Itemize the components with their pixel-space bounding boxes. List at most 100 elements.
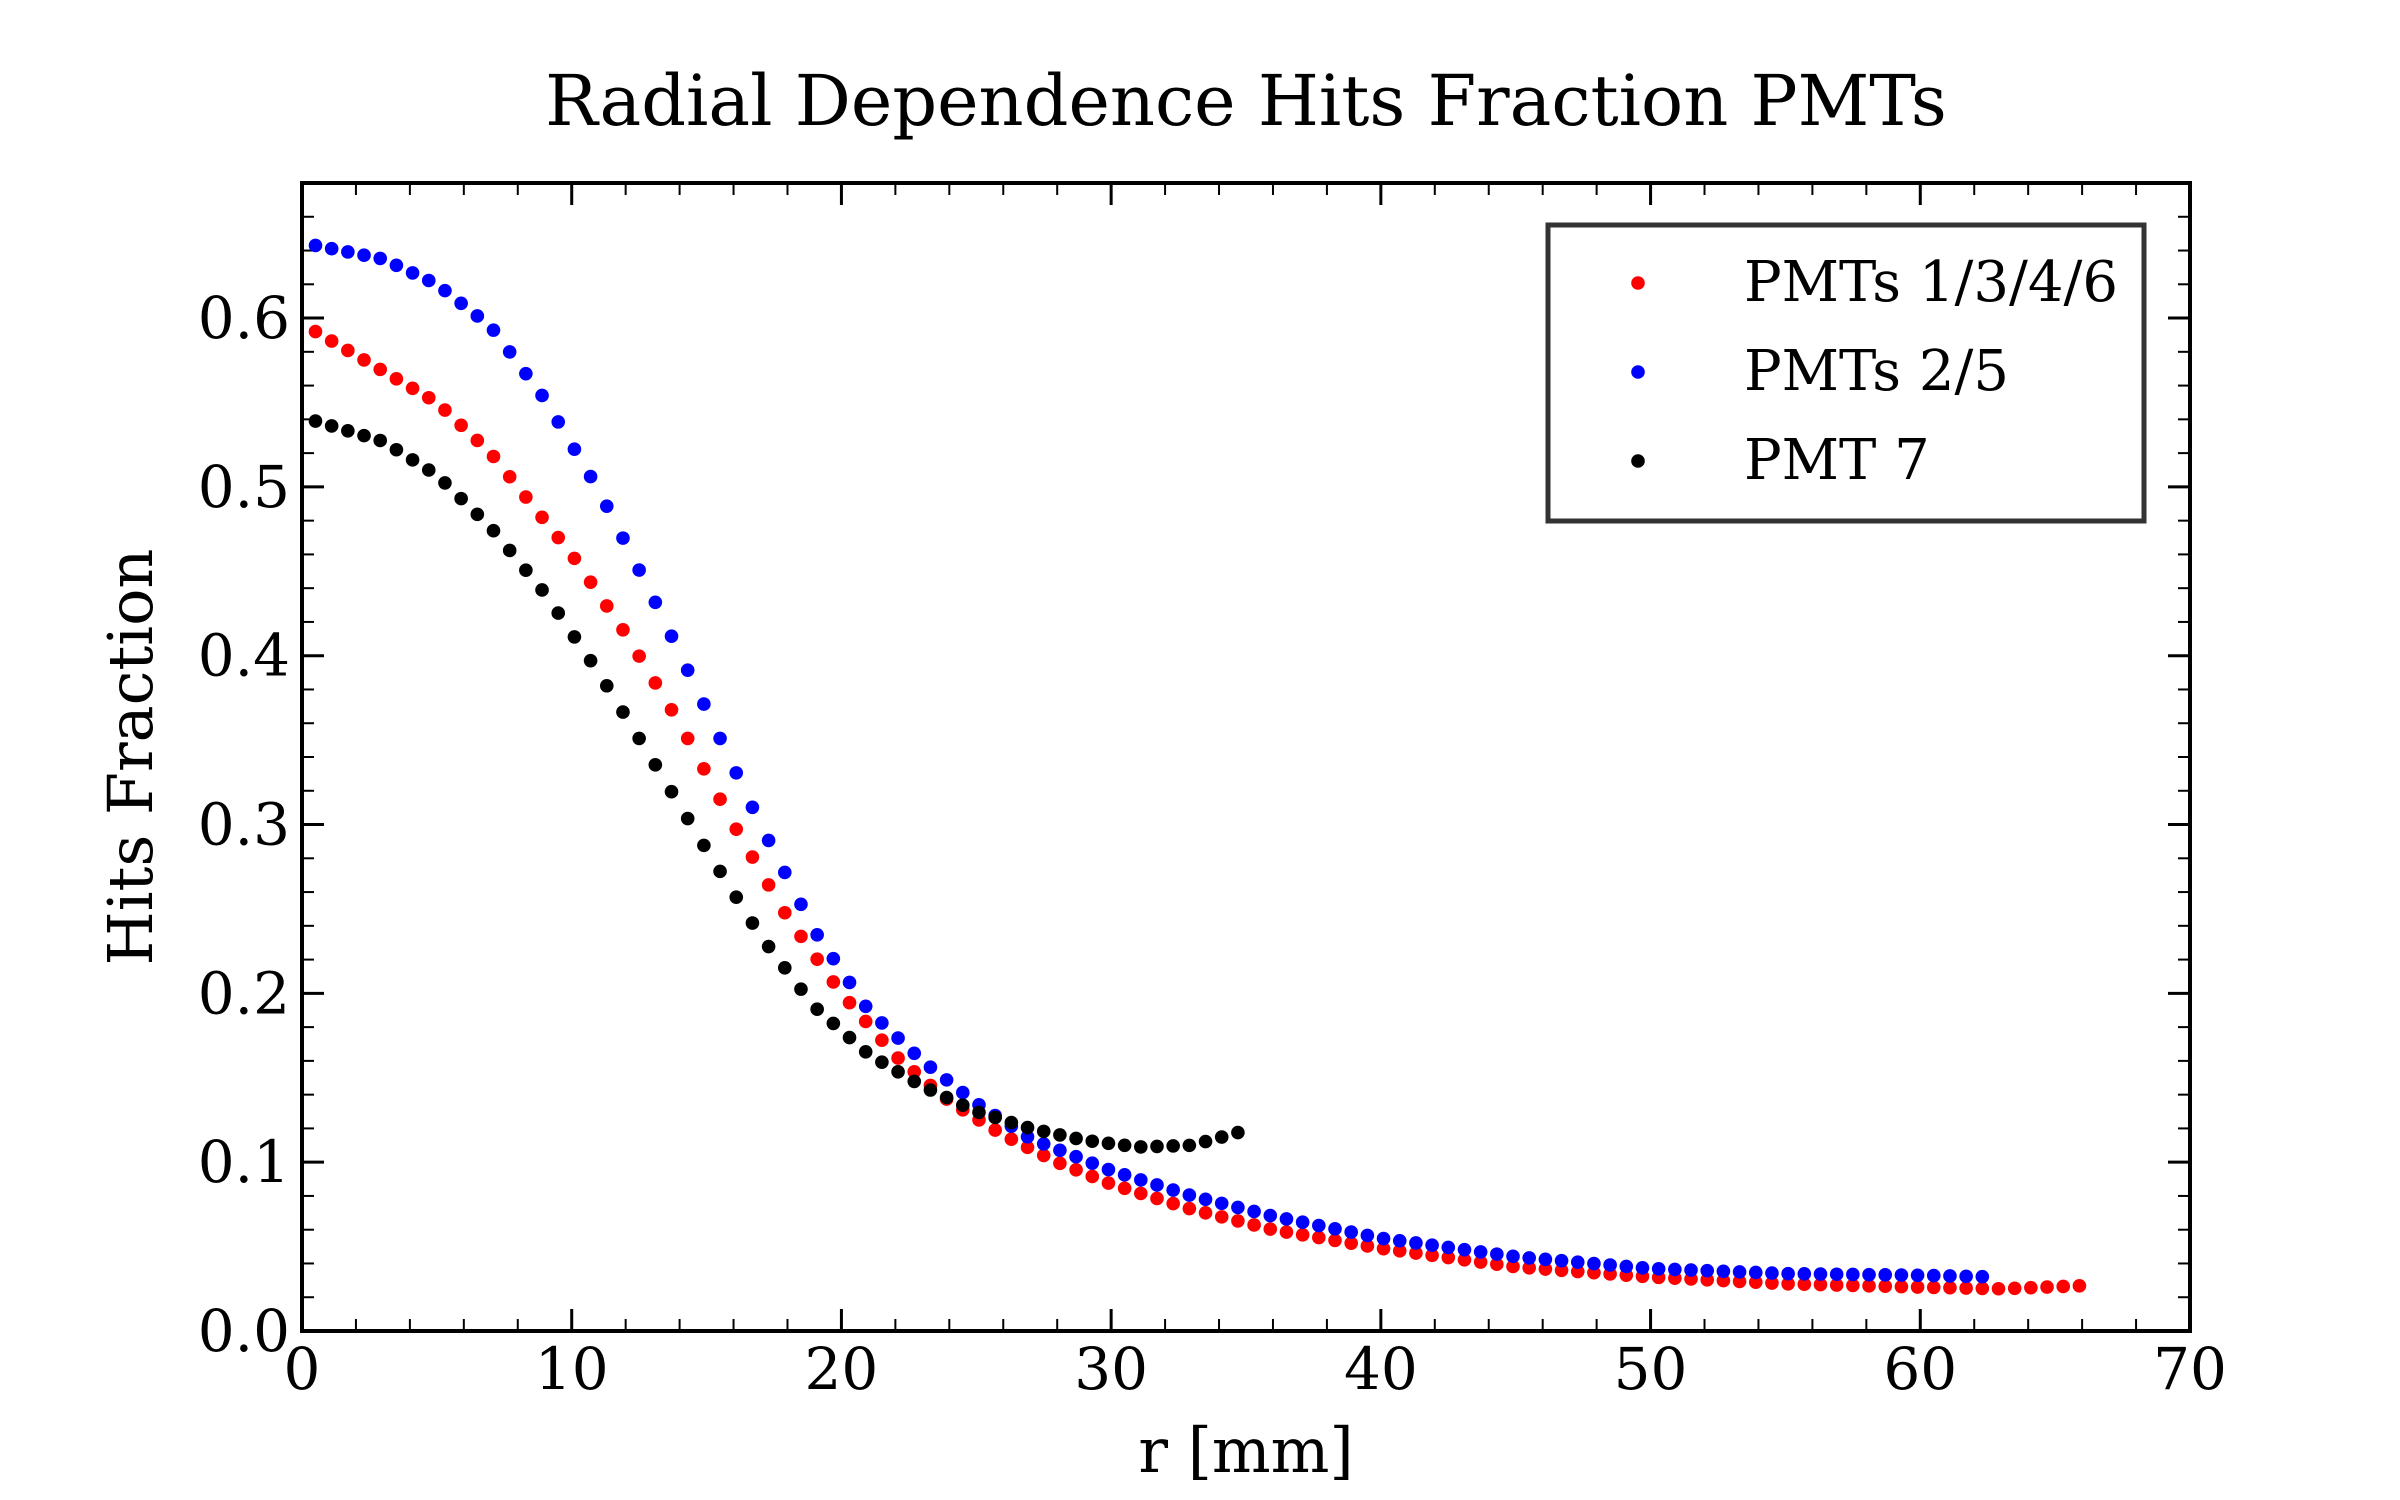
data-point	[454, 418, 468, 433]
data-point	[1846, 1278, 1860, 1293]
data-point	[1134, 1186, 1148, 1201]
data-point	[1182, 1138, 1197, 1153]
data-point	[470, 433, 485, 448]
data-point	[875, 1016, 889, 1030]
data-point	[858, 1044, 873, 1059]
x-tick-label: 0	[284, 1335, 321, 1403]
data-point	[956, 1098, 970, 1112]
data-point	[1700, 1263, 1715, 1278]
data-point	[551, 415, 566, 429]
data-point	[1392, 1244, 1407, 1258]
data-point	[1360, 1228, 1375, 1243]
data-point	[875, 1055, 889, 1069]
data-point	[1312, 1230, 1326, 1245]
data-point	[1101, 1162, 1116, 1177]
legend-label: PMTs 2/5	[1744, 339, 2009, 404]
legend-marker	[1631, 365, 1645, 379]
data-point	[1117, 1181, 1132, 1196]
data-point	[664, 703, 679, 717]
data-point	[421, 273, 436, 288]
data-point	[988, 1110, 1002, 1125]
data-point	[583, 575, 598, 589]
data-point	[988, 1123, 1002, 1137]
data-point	[389, 372, 404, 386]
data-point	[1053, 1143, 1067, 1158]
data-point	[1182, 1188, 1197, 1202]
data-point	[1878, 1268, 1893, 1282]
data-point	[794, 982, 808, 996]
data-point	[1425, 1248, 1439, 1263]
x-axis-label: r [mm]	[1138, 1414, 1353, 1487]
data-point	[1279, 1225, 1294, 1239]
data-point	[1781, 1276, 1795, 1291]
data-point	[405, 266, 420, 280]
data-point	[777, 961, 792, 975]
data-point	[761, 939, 776, 954]
data-point	[1910, 1280, 1925, 1294]
data-point	[1538, 1262, 1553, 1276]
data-point	[1910, 1268, 1925, 1283]
data-point	[567, 442, 582, 457]
data-point	[405, 453, 420, 467]
data-point	[486, 523, 501, 538]
data-point	[1619, 1259, 1634, 1274]
data-point	[777, 865, 792, 880]
data-point	[1813, 1267, 1828, 1281]
data-point	[341, 423, 355, 438]
data-point	[599, 599, 614, 613]
plot-frame	[300, 181, 2192, 1333]
data-point	[1101, 1136, 1116, 1151]
data-point	[1473, 1255, 1488, 1269]
data-point	[1020, 1120, 1035, 1135]
data-point	[1668, 1262, 1682, 1277]
data-point	[1231, 1200, 1245, 1215]
data-point	[891, 1064, 905, 1079]
data-point	[1716, 1264, 1731, 1279]
data-point	[1409, 1246, 1423, 1260]
data-point	[502, 469, 517, 484]
data-point	[1926, 1268, 1941, 1283]
data-point	[373, 251, 388, 266]
data-point	[2072, 1279, 2087, 1293]
data-point	[939, 1073, 954, 1087]
data-point	[486, 323, 501, 337]
data-point	[1894, 1268, 1909, 1282]
data-point	[438, 476, 452, 490]
data-point	[1975, 1269, 1990, 1284]
data-point	[1506, 1259, 1520, 1274]
data-point	[1797, 1267, 1812, 1281]
data-point	[308, 324, 323, 339]
data-point	[519, 366, 533, 381]
data-point	[648, 758, 663, 772]
data-point	[907, 1064, 922, 1079]
x-tick-label: 70	[2153, 1335, 2227, 1403]
legend-marker	[1631, 276, 1645, 290]
data-point	[648, 595, 663, 610]
data-point	[956, 1085, 970, 1100]
data-point	[341, 343, 355, 358]
data-point	[357, 353, 371, 367]
data-point	[357, 428, 371, 443]
data-point	[324, 334, 339, 348]
data-point	[680, 811, 695, 826]
data-point	[421, 463, 436, 477]
data-point	[1150, 1178, 1164, 1192]
data-point	[1392, 1233, 1407, 1248]
legend-frame	[1545, 222, 2147, 524]
data-point	[794, 897, 808, 912]
data-point	[1214, 1130, 1229, 1144]
data-point	[1263, 1208, 1278, 1223]
data-point	[923, 1083, 938, 1097]
data-point	[1198, 1192, 1213, 1207]
data-point	[1036, 1137, 1051, 1151]
x-tick-label: 40	[1344, 1335, 1418, 1403]
data-point	[470, 309, 485, 323]
data-point	[1085, 1156, 1100, 1170]
data-point	[680, 663, 695, 677]
data-point	[1554, 1253, 1569, 1268]
data-point	[664, 784, 679, 799]
data-point	[389, 442, 404, 457]
data-point	[502, 543, 517, 558]
data-point	[1813, 1277, 1828, 1292]
data-point	[842, 975, 857, 990]
